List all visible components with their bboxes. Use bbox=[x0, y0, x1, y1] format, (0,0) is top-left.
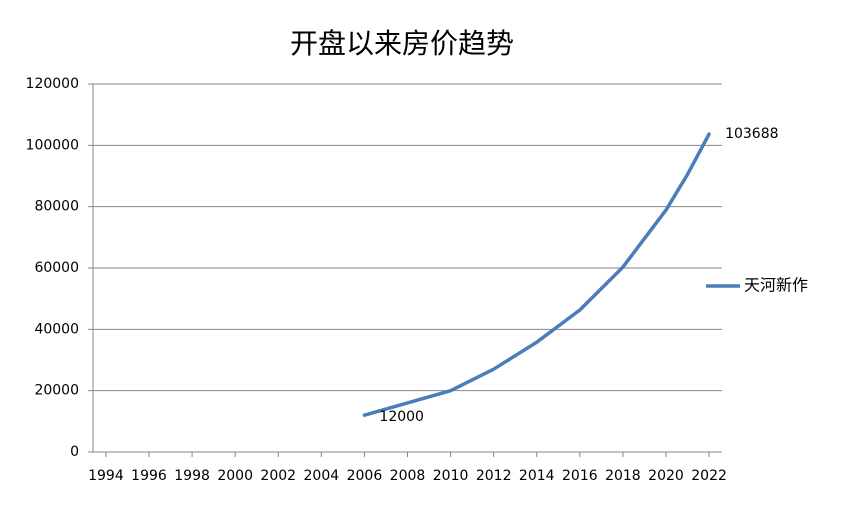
x-tick-label: 2000 bbox=[217, 468, 253, 484]
x-tick-label: 2012 bbox=[476, 468, 512, 484]
x-tick-label: 2014 bbox=[519, 468, 555, 484]
x-tick-label: 1998 bbox=[174, 468, 210, 484]
x-tick-label: 2018 bbox=[605, 468, 641, 484]
x-tick-label: 2002 bbox=[260, 468, 296, 484]
x-tick-label: 2022 bbox=[691, 468, 727, 484]
y-tick-label: 100000 bbox=[26, 137, 79, 153]
x-tick-label: 1994 bbox=[88, 468, 124, 484]
data-label: 103688 bbox=[725, 126, 778, 142]
y-tick-label: 0 bbox=[70, 444, 79, 460]
x-tick-label: 2020 bbox=[648, 468, 684, 484]
x-tick-label: 2016 bbox=[562, 468, 598, 484]
y-tick-label: 20000 bbox=[34, 383, 79, 399]
y-tick-label: 80000 bbox=[34, 199, 79, 215]
x-tick-label: 2010 bbox=[433, 468, 469, 484]
y-tick-label: 120000 bbox=[26, 76, 79, 92]
chart-title: 开盘以来房价趋势 bbox=[290, 27, 514, 60]
x-tick-label: 2008 bbox=[390, 468, 426, 484]
series-line bbox=[362, 132, 711, 417]
data-label: 12000 bbox=[379, 409, 424, 425]
y-tick-label: 60000 bbox=[34, 260, 79, 276]
x-tick-label: 2006 bbox=[347, 468, 383, 484]
legend-label: 天河新作 bbox=[744, 276, 808, 295]
y-tick-label: 40000 bbox=[34, 321, 79, 337]
x-tick-label: 2004 bbox=[304, 468, 340, 484]
x-tick-label: 1996 bbox=[131, 468, 167, 484]
